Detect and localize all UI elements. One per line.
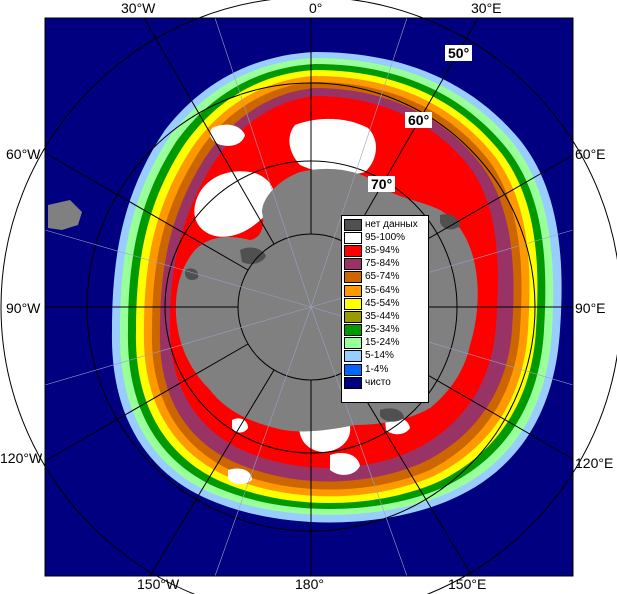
- lon-label-120w: 120°W: [0, 450, 43, 466]
- legend-swatch: [344, 258, 362, 271]
- lon-label-60e: 60°E: [575, 146, 606, 162]
- meridian-150w: [149, 369, 275, 577]
- legend-label: 45-54%: [365, 297, 400, 309]
- legend-item: 75-84%: [344, 258, 428, 271]
- lon-label-0: 0°: [309, 0, 323, 16]
- lon-label-150e: 150°E: [448, 576, 487, 592]
- legend-label: нет данных: [365, 218, 418, 230]
- legend-swatch: [344, 324, 362, 337]
- map-frame: [44, 17, 574, 577]
- ice-patch-95-east: [228, 468, 252, 485]
- legend-label: чисто: [365, 376, 391, 388]
- legend-swatch: [344, 297, 362, 310]
- lon-label-90e: 90°E: [575, 300, 606, 316]
- legend-label: 5-14%: [365, 350, 394, 362]
- lat-label-70: 70°: [368, 176, 396, 192]
- lon-label-30w: 30°W: [121, 0, 156, 16]
- legend-label: 35-44%: [365, 310, 400, 322]
- legend-item: 35-44%: [344, 310, 428, 323]
- legend-swatch: [344, 376, 362, 389]
- legend-label: 65-74%: [365, 271, 400, 283]
- legend-item: 65-74%: [344, 271, 428, 284]
- lon-label-150w: 150°W: [137, 576, 180, 592]
- legend-item: 5-14%: [344, 350, 428, 363]
- legend-label: 1-4%: [365, 363, 389, 375]
- ice-patch-95-small1: [210, 124, 245, 146]
- legend-item: 95-100%: [344, 231, 428, 244]
- ice-patch-95-south2: [330, 453, 360, 475]
- legend-swatch: [344, 350, 362, 363]
- legend-swatch: [344, 244, 362, 257]
- legend-swatch: [344, 218, 362, 231]
- legend-swatch: [344, 363, 362, 376]
- legend-swatch: [344, 284, 362, 297]
- lat-label-50: 50°: [445, 45, 473, 61]
- legend: нет данных 95-100% 85-94% 75-84% 65-74% 55-64…: [341, 215, 429, 403]
- lon-label-90w: 90°W: [6, 300, 41, 316]
- land-south-america: [48, 200, 82, 230]
- legend-item: 25-34%: [344, 324, 428, 337]
- legend-label: 75-84%: [365, 258, 400, 270]
- legend-item: 1-4%: [344, 363, 428, 376]
- legend-swatch: [344, 310, 362, 323]
- legend-label: 95-100%: [365, 231, 406, 243]
- ice-patch-95-west: [232, 418, 248, 433]
- lon-label-30e: 30°E: [471, 0, 502, 16]
- legend-item: 15-24%: [344, 337, 428, 350]
- lon-label-120e: 120°E: [575, 455, 614, 471]
- legend-label: 25-34%: [365, 324, 400, 336]
- meridian-60w: [44, 152, 249, 271]
- legend-label: 15-24%: [365, 337, 400, 349]
- ice-patch-95-weddell: [194, 171, 275, 237]
- legend-label: 55-64%: [365, 284, 400, 296]
- legend-item: нет данных: [344, 218, 428, 231]
- legend-item: 45-54%: [344, 297, 428, 310]
- legend-swatch: [344, 337, 362, 350]
- meridian-120w: [44, 343, 249, 462]
- lat-label-60: 60°: [405, 112, 433, 128]
- legend-swatch: [344, 271, 362, 284]
- legend-label: 85-94%: [365, 244, 400, 256]
- meridian-150e: [347, 369, 473, 577]
- meridian-30w: [143, 17, 275, 245]
- lon-label-180: 180°: [295, 576, 324, 592]
- legend-item: 85-94%: [344, 244, 428, 257]
- legend-item: чисто: [344, 376, 428, 389]
- legend-item: 55-64%: [344, 284, 428, 297]
- legend-swatch: [344, 231, 362, 244]
- lon-label-60w: 60°W: [6, 146, 41, 162]
